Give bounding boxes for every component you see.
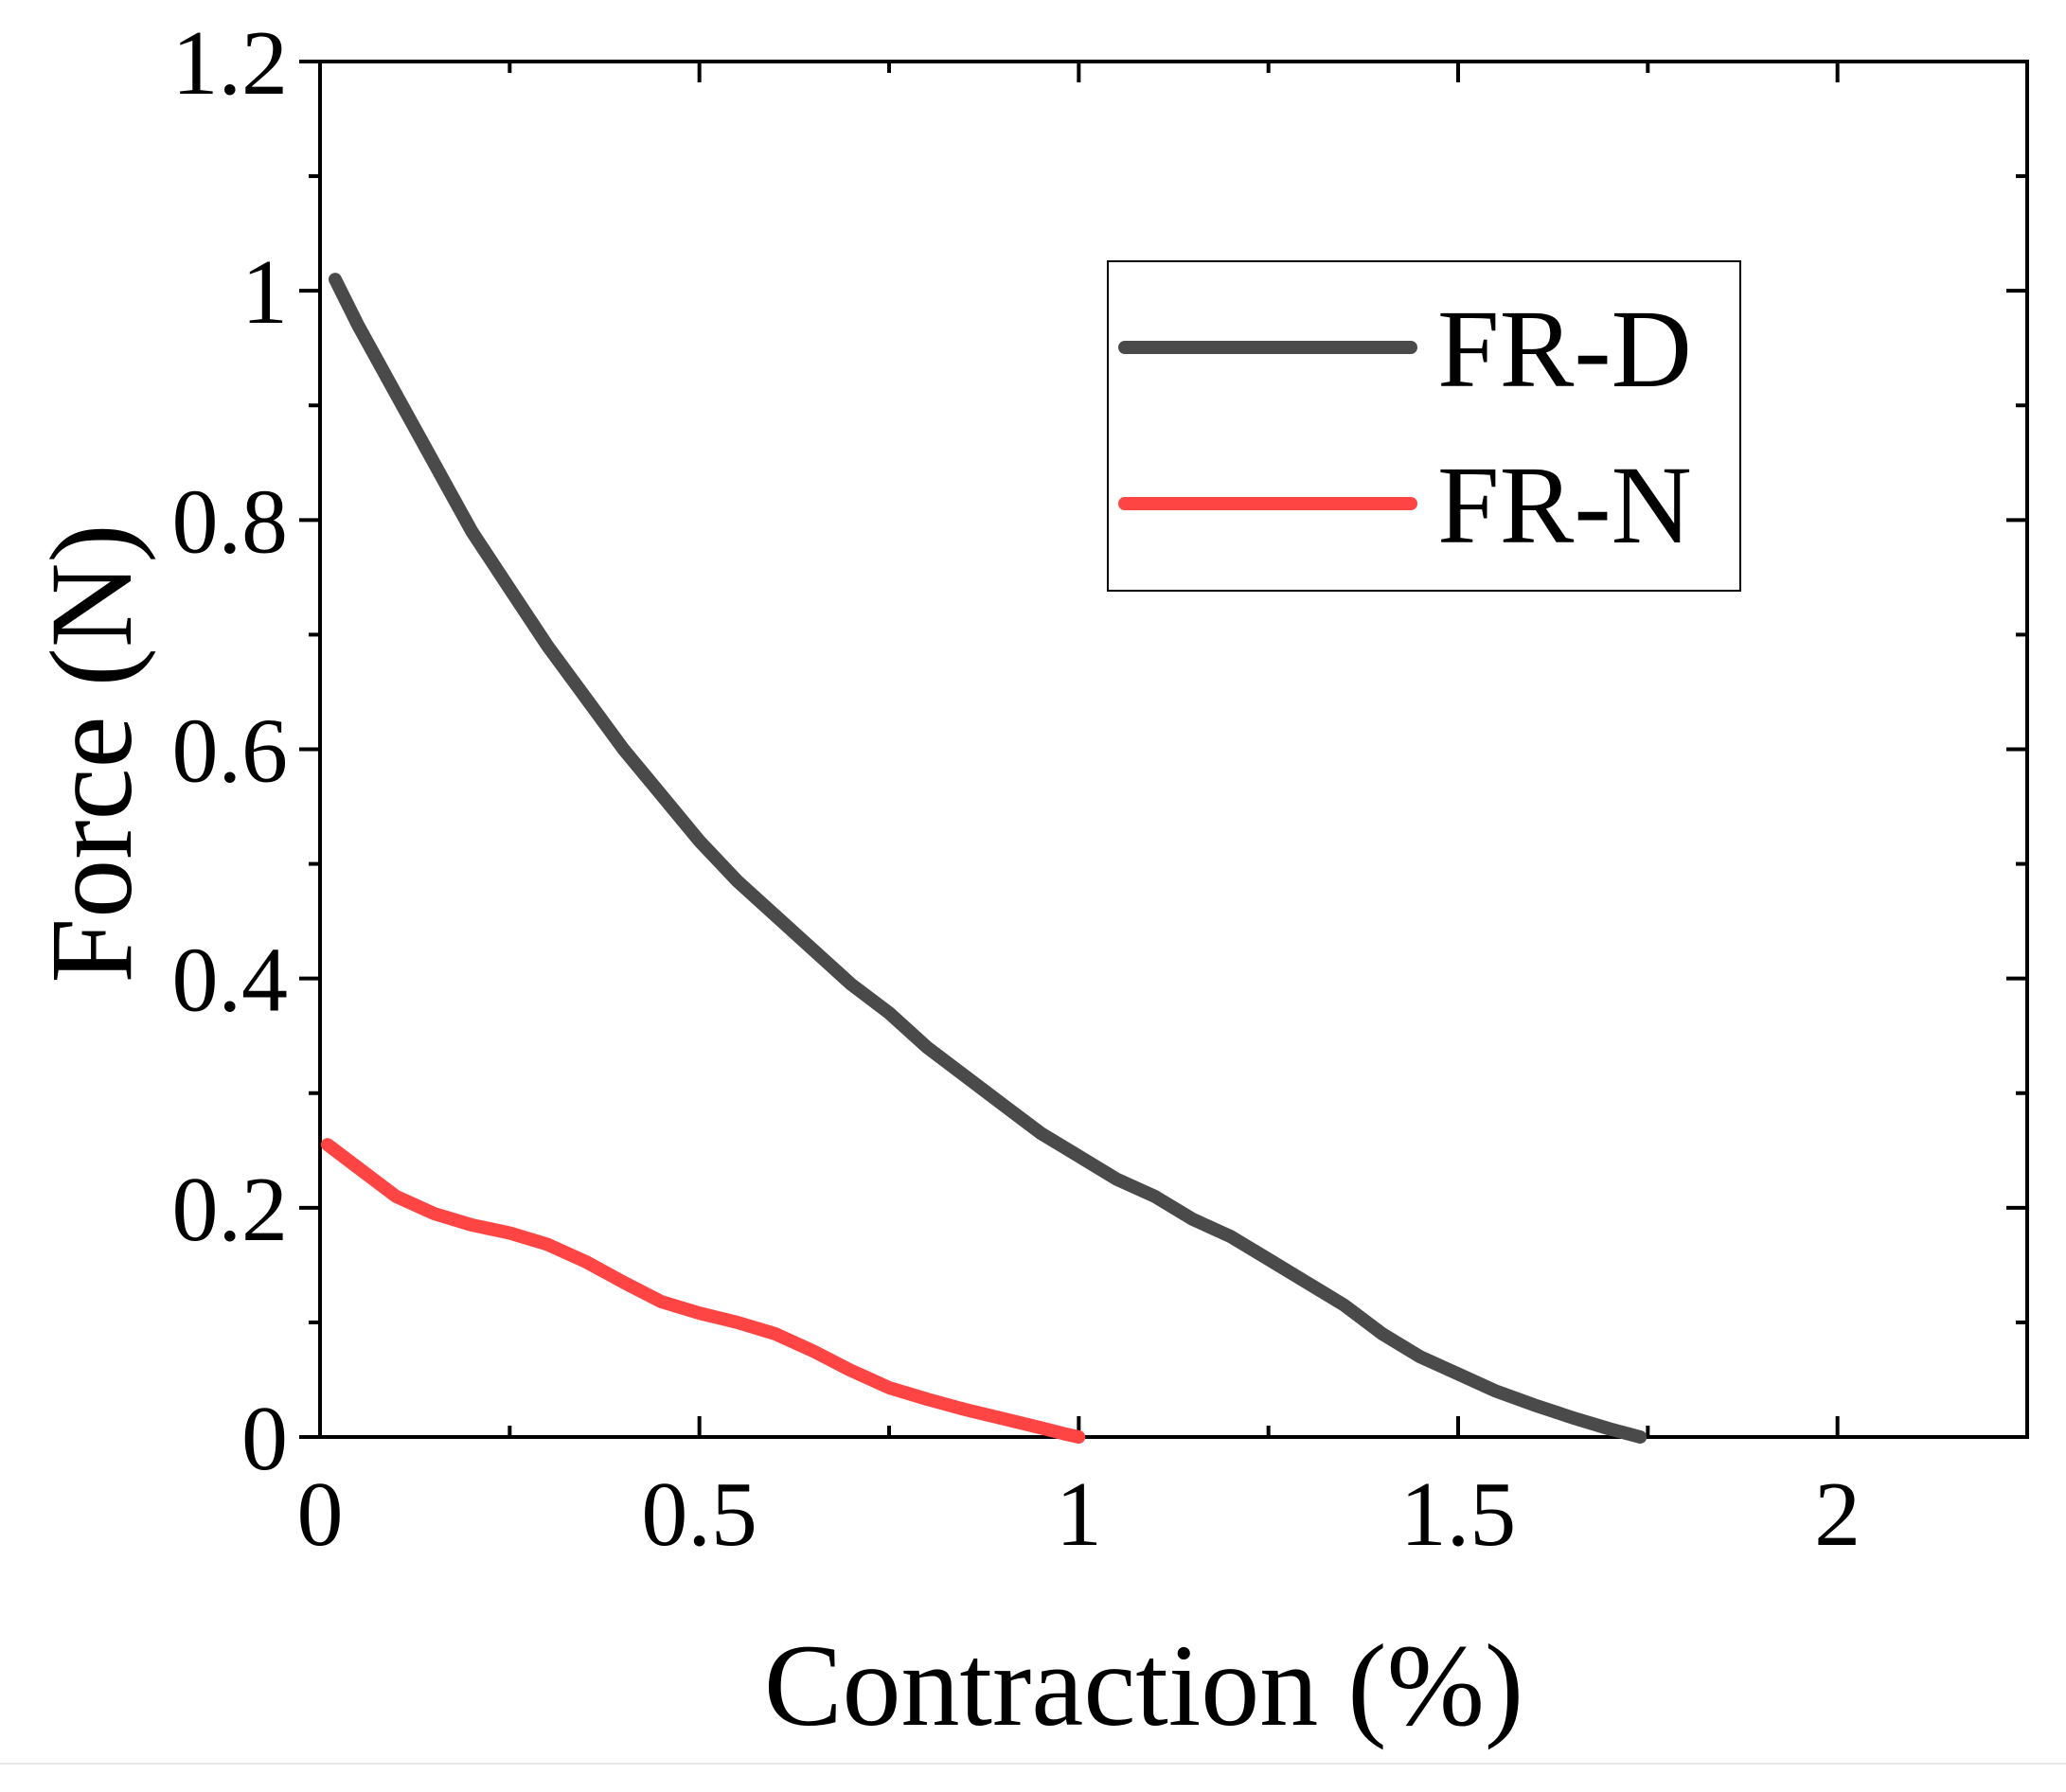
x-tick-label: 0.5 (641, 1464, 757, 1566)
y-tick-label: 1 (241, 241, 288, 344)
series-line-fr-n (321, 1138, 1086, 1444)
legend-box (1107, 260, 1741, 592)
legend-label-fr-n: FR-N (1437, 443, 1692, 567)
y-tick-labels: 0 0.2 0.4 0.6 0.8 1 1.2 (172, 12, 289, 1490)
x-tick-label: 2 (1814, 1464, 1861, 1566)
series-line-fr-d (329, 273, 1647, 1444)
axis-ticks (299, 60, 2029, 1439)
y-tick-label: 0.6 (172, 701, 289, 803)
y-axis-title: Force (N) (27, 523, 156, 983)
y-tick-label: 0.4 (172, 930, 289, 1032)
x-tick-labels: 0 0.5 1 1.5 2 (297, 1464, 1861, 1566)
legend-label-fr-d: FR-D (1437, 287, 1692, 411)
x-tick-label: 1.5 (1400, 1464, 1517, 1566)
x-tick-label: 0 (297, 1464, 344, 1566)
series-lines (321, 273, 1647, 1444)
y-tick-label: 0.2 (172, 1159, 289, 1261)
x-axis-title: Contraction (%) (764, 1621, 1523, 1750)
bottom-divider (0, 1763, 2066, 1765)
y-tick-label: 0.8 (172, 470, 289, 573)
y-tick-label: 1.2 (172, 12, 289, 115)
legend: FR-D FR-N (1107, 260, 1741, 592)
y-tick-label: 0 (241, 1388, 288, 1490)
x-tick-label: 1 (1056, 1464, 1102, 1566)
